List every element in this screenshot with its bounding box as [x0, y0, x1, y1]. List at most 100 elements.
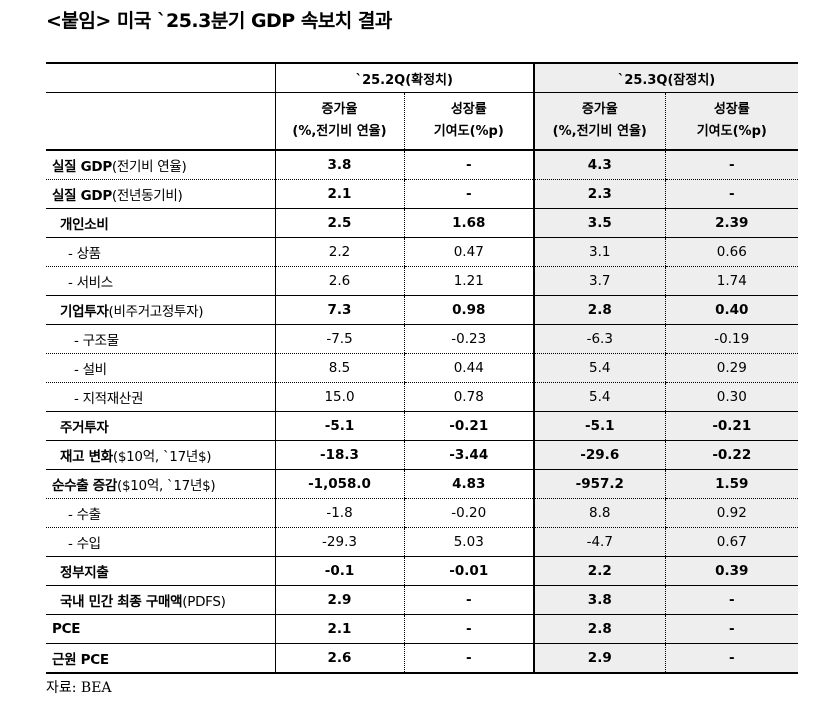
row-label-detail: ($10억, `17년$)	[112, 449, 212, 465]
row-label-detail: - 수출	[68, 507, 101, 523]
cell-q3-growth: 5.4	[533, 382, 666, 412]
row-label: 기업투자(비주거고정투자)	[46, 295, 275, 325]
header-q3-growth: 증가율 (%,전기비 연율)	[533, 92, 666, 151]
row-label-main: 순수출 증감	[52, 478, 117, 494]
row-label-detail: - 수입	[68, 536, 101, 552]
cell-q2-contrib: 0.44	[403, 353, 535, 383]
cell-q2-growth: 3.8	[274, 150, 404, 180]
cell-q2-growth: 2.6	[274, 643, 404, 674]
contrib-label: 성장률	[450, 102, 487, 117]
cell-q3-growth: -4.7	[533, 527, 666, 557]
cell-q2-contrib: -	[403, 585, 535, 615]
cell-q2-growth: -29.3	[274, 527, 404, 557]
growth-label: 증가율	[581, 102, 618, 117]
cell-q2-contrib: 5.03	[403, 527, 535, 557]
cell-q3-growth: 5.4	[533, 353, 666, 383]
cell-q3-growth: 3.5	[533, 208, 666, 238]
cell-q3-contrib: 0.67	[664, 527, 799, 557]
cell-q2-growth: -1.8	[274, 498, 404, 528]
row-label-detail: - 상품	[68, 246, 101, 262]
cell-q2-growth: 2.9	[274, 585, 404, 615]
cell-q2-contrib: 1.68	[403, 208, 535, 238]
cell-q2-contrib: -	[403, 179, 535, 209]
table-body: 실질 GDP(전기비 연율) 3.8-4.3- 실질 GDP(전년동기비) 2.1-2…	[46, 150, 799, 674]
cell-q2-growth: -0.1	[274, 556, 404, 586]
table-row: 주거투자 -5.1 -0.21 -5.1 -0.21	[46, 411, 799, 441]
cell-q2-growth: 7.3	[274, 295, 404, 325]
cell-q3-contrib: 0.29	[664, 353, 799, 383]
table-row: 순수출 증감($10억, `17년$) -1,058.0 4.83 -957.2 1.5…	[46, 469, 799, 499]
cell-q3-contrib: -	[664, 585, 799, 615]
row-label-main: 실질 GDP	[52, 159, 112, 175]
table-row: - 서비스 2.6 1.21 3.7 1.74	[46, 266, 799, 296]
row-label-detail: ($10억, `17년$)	[117, 478, 216, 494]
cell-q3-growth: -957.2	[533, 469, 666, 499]
table-row: 근원 PCE 2.6-2.9-	[46, 643, 799, 674]
cell-q3-contrib: -	[664, 150, 799, 180]
table-row: 실질 GDP(전년동기비) 2.1-2.3-	[46, 179, 799, 209]
cell-q2-contrib: 0.47	[403, 237, 535, 267]
row-label-detail: - 지적재산권	[74, 391, 144, 407]
table-row: PCE 2.1-2.8-	[46, 614, 799, 644]
row-label: PCE	[46, 614, 275, 644]
cell-q2-contrib: -3.44	[403, 440, 535, 470]
header-q2: `25.2Q(확정치)	[274, 62, 535, 93]
row-label-detail: - 설비	[74, 362, 107, 378]
cell-q3-growth: 4.3	[533, 150, 666, 180]
row-label: 실질 GDP(전기비 연율)	[46, 150, 275, 180]
gdp-table: `25.2Q(확정치) `25.3Q(잠정치) 증가율 (%,전기비 연율) 성장…	[46, 62, 799, 674]
cell-q2-contrib: 4.83	[403, 469, 535, 499]
table-row: - 수입 -29.3 5.03 -4.7 0.67	[46, 527, 799, 557]
table-row: - 상품 2.2 0.47 3.1 0.66	[46, 237, 799, 267]
row-label-detail: (전기비 연율)	[111, 159, 187, 175]
cell-q2-growth: 2.6	[274, 266, 404, 296]
row-label-main: 근원 PCE	[52, 652, 109, 668]
row-label: 재고 변화($10억, `17년$)	[46, 440, 275, 470]
growth-label: 증가율	[321, 102, 358, 117]
table-row: 실질 GDP(전기비 연율) 3.8-4.3-	[46, 150, 799, 180]
row-label: 순수출 증감($10억, `17년$)	[46, 469, 275, 499]
cell-q2-contrib: 0.98	[403, 295, 535, 325]
table-row: 기업투자(비주거고정투자) 7.3 0.98 2.8 0.40	[46, 295, 799, 325]
row-label-main: 재고 변화	[60, 449, 113, 465]
cell-q2-growth: -18.3	[274, 440, 404, 470]
cell-q2-contrib: -0.20	[403, 498, 535, 528]
header-empty	[46, 62, 275, 93]
row-label: - 지적재산권	[46, 382, 275, 412]
table-row: 정부지출 -0.1 -0.01 2.2 0.39	[46, 556, 799, 586]
row-label-main: 주거투자	[60, 420, 109, 436]
cell-q2-contrib: -0.21	[403, 411, 535, 441]
row-label-detail: (비주거고정투자)	[108, 304, 204, 320]
cell-q3-growth: 2.3	[533, 179, 666, 209]
row-label-main: 국내 민간 최종 구매액	[60, 594, 183, 610]
cell-q3-contrib: 0.92	[664, 498, 799, 528]
table-row: - 지적재산권 15.0 0.78 5.4 0.30	[46, 382, 799, 412]
header-q2-contrib: 성장률 기여도(%p)	[403, 92, 535, 151]
row-label: 실질 GDP(전년동기비)	[46, 179, 275, 209]
contrib-sub-label: 기여도(%p)	[696, 124, 767, 139]
row-label: 개인소비	[46, 208, 275, 238]
cell-q2-contrib: -	[403, 643, 535, 674]
cell-q3-contrib: -0.19	[664, 324, 799, 354]
table-row: 개인소비 2.5 1.68 3.5 2.39	[46, 208, 799, 238]
row-label-main: 개인소비	[60, 217, 109, 233]
cell-q3-growth: 2.2	[533, 556, 666, 586]
row-label-detail: - 서비스	[68, 275, 113, 291]
row-label-detail: (PDFS)	[182, 594, 226, 610]
growth-sub-label: (%,전기비 연율)	[552, 124, 647, 139]
row-label: - 수입	[46, 527, 275, 557]
row-label-main: 정부지출	[60, 565, 109, 581]
contrib-label: 성장률	[713, 102, 750, 117]
cell-q3-growth: 2.8	[533, 295, 666, 325]
row-label: - 상품	[46, 237, 275, 267]
cell-q2-growth: 2.2	[274, 237, 404, 267]
source-note: 자료: BEA	[46, 680, 112, 696]
cell-q3-contrib: -	[664, 614, 799, 644]
table-row: - 설비 8.5 0.44 5.4 0.29	[46, 353, 799, 383]
cell-q3-growth: 8.8	[533, 498, 666, 528]
cell-q3-contrib: 1.59	[664, 469, 799, 499]
cell-q3-contrib: 0.66	[664, 237, 799, 267]
row-label-detail: (전년동기비)	[111, 188, 183, 204]
